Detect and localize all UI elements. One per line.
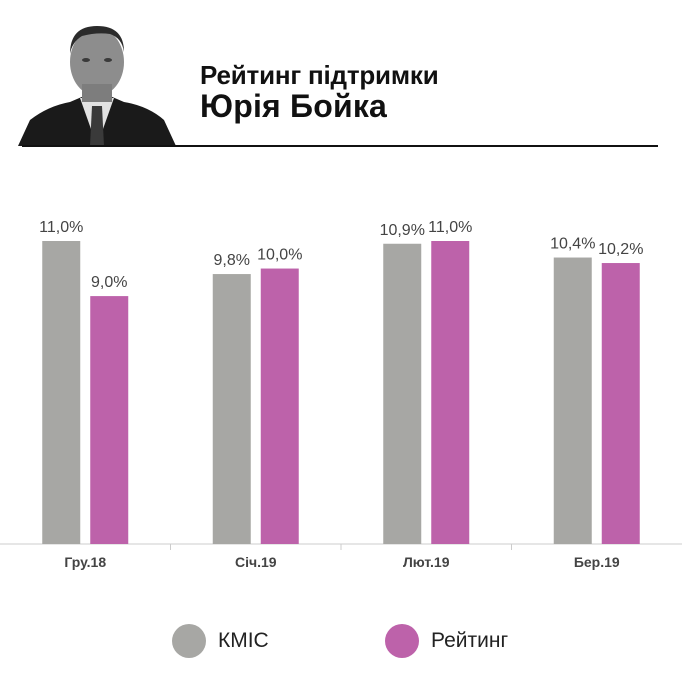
data-label-rating: 11,0%: [428, 219, 472, 236]
bar-kmis: [212, 274, 251, 544]
legend-label-kmis: КМІС: [218, 629, 269, 652]
legend-item-rating: Рейтинг: [385, 623, 508, 659]
data-label-kmis: 9,8%: [214, 252, 250, 269]
legend-swatch-rating: [385, 624, 419, 658]
x-tick-label: Лют.19: [403, 554, 450, 570]
x-tick-label: Січ.19: [235, 554, 277, 570]
x-tick-label: Бер.19: [574, 554, 620, 570]
bar-rating: [601, 263, 640, 544]
x-tick-label: Гру.18: [64, 554, 106, 570]
data-label-rating: 9,0%: [91, 274, 127, 291]
chart-title-line-2: Юрія Бойка: [200, 88, 388, 124]
bar-kmis: [383, 243, 422, 544]
bar-rating: [260, 268, 299, 544]
data-label-rating: 10,0%: [257, 247, 302, 264]
data-label-rating: 10,2%: [598, 241, 643, 258]
chart-legend: КМІС Рейтинг: [0, 617, 690, 667]
bar-kmis: [42, 241, 81, 544]
legend-item-kmis: КМІС: [172, 623, 269, 659]
bar-rating: [90, 296, 129, 544]
data-label-kmis: 11,0%: [39, 219, 83, 236]
chart-title-line-1: Рейтинг підтримки: [200, 60, 439, 90]
data-label-kmis: 10,4%: [550, 236, 595, 253]
header-divider: [22, 145, 658, 147]
portrait-photo: [18, 26, 176, 146]
legend-label-rating: Рейтинг: [431, 629, 509, 652]
data-label-kmis: 10,9%: [380, 222, 425, 239]
legend-swatch-kmis: [172, 624, 206, 658]
bar-kmis: [553, 257, 592, 544]
bar-rating: [431, 241, 470, 544]
